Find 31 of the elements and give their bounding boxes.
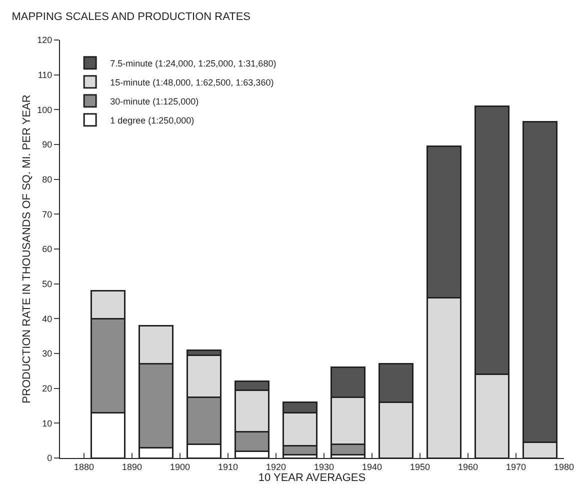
x-tick-label: 1980	[554, 462, 574, 472]
y-tick-label: 70	[42, 209, 52, 220]
x-tick-label: 1920	[266, 462, 286, 472]
x-tick-label: 1930	[314, 462, 334, 472]
y-tick-label: 60	[42, 244, 52, 254]
y-axis-title: PRODUCTION RATE IN THOUSANDS OF SQ. MI. PER YEAR	[20, 94, 33, 404]
legend-label: 15-minute (1:48,000, 1:62,500, 1:63,360)	[110, 77, 274, 88]
legend-label: 1 degree (1:250,000)	[110, 115, 194, 126]
x-tick-label: 1970	[506, 462, 526, 472]
x-tick-label: 1880	[74, 462, 94, 472]
y-tick-label: 90	[42, 140, 52, 150]
y-tick-label: 0	[47, 453, 52, 464]
x-tick-label: 1900	[170, 462, 190, 472]
x-axis-title: 10 YEAR AVERAGES	[258, 472, 366, 484]
legend-label: 30-minute (1:125,000)	[110, 96, 199, 106]
x-tick-label: 1890	[122, 462, 142, 472]
y-tick-label: 20	[42, 383, 52, 394]
x-tick-label: 1960	[458, 462, 478, 472]
y-tick-label: 30	[42, 348, 52, 359]
y-tick-label: 120	[37, 35, 52, 46]
legend-label: 7.5-minute (1:24,000, 1:25,000, 1:31,680)	[110, 58, 276, 68]
y-tick-label: 110	[38, 70, 52, 80]
y-tick-label: 10	[42, 418, 52, 428]
y-tick-label: 50	[42, 278, 52, 289]
x-tick-label: 1950	[410, 462, 430, 472]
y-tick-label: 40	[42, 314, 52, 324]
y-tick-label: 100	[37, 104, 52, 115]
x-tick-label: 1940	[362, 462, 382, 472]
x-tick-label: 1910	[218, 462, 238, 472]
chart-title: MAPPING SCALES AND PRODUCTION RATES	[12, 11, 251, 24]
y-tick-label: 80	[42, 174, 52, 184]
